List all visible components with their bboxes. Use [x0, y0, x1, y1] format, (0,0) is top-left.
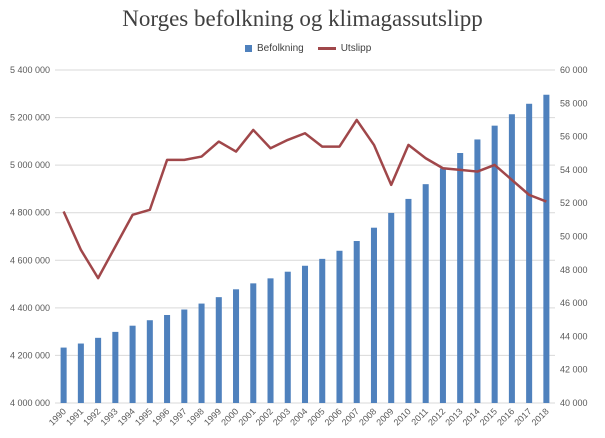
x-tick-label: 2012	[426, 406, 447, 427]
x-tick-label: 1992	[81, 406, 102, 427]
y-left-tick-label: 4 400 000	[10, 303, 50, 313]
legend: Befolkning Utslipp	[245, 43, 385, 54]
bar-befolkning	[526, 103, 533, 404]
chart-title: Norges befolkning og klimagassutslipp	[122, 6, 483, 31]
x-tick-label: 1991	[64, 406, 85, 427]
x-tick-label: 1995	[133, 406, 154, 427]
x-tick-label: 2010	[392, 406, 413, 427]
x-tick-label: 2003	[271, 406, 292, 427]
y-left-tick-label: 5 200 000	[10, 113, 50, 123]
bar-befolkning	[474, 139, 481, 403]
y-right-tick-label: 44 000	[560, 331, 588, 341]
y-left-tick-label: 4 200 000	[10, 350, 50, 360]
bar-befolkning	[146, 320, 153, 403]
bar-befolkning	[508, 114, 515, 404]
bar-befolkning	[388, 212, 395, 403]
x-tick-label: 2002	[254, 406, 275, 427]
legend-item-befolkning: Befolkning	[245, 43, 304, 54]
y-right-tick-label: 46 000	[560, 298, 588, 308]
x-tick-label: 2008	[357, 406, 378, 427]
x-tick-label: 2017	[512, 406, 533, 427]
y-left-tick-label: 5 000 000	[10, 160, 50, 170]
bar-befolkning	[336, 250, 343, 403]
y-right-tick-label: 58 000	[560, 98, 588, 108]
bar-befolkning	[164, 314, 171, 403]
bar-befolkning	[129, 325, 136, 403]
bar-befolkning	[95, 337, 102, 403]
bar-befolkning	[319, 258, 326, 403]
bar-befolkning	[198, 303, 205, 403]
x-tick-label: 1996	[150, 406, 171, 427]
bar-befolkning	[267, 278, 274, 403]
y-right-tick-label: 56 000	[560, 132, 588, 142]
x-tick-label: 2005	[305, 406, 326, 427]
y-right-tick-label: 40 000	[560, 398, 588, 408]
bar-befolkning	[370, 227, 377, 403]
bar-befolkning	[112, 331, 119, 403]
x-tick-label: 2013	[443, 406, 464, 427]
y-left-tick-label: 4 000 000	[10, 398, 50, 408]
x-tick-label: 1994	[116, 406, 137, 427]
bar-befolkning	[543, 94, 550, 403]
x-tick-label: 2007	[340, 406, 361, 427]
x-tick-label: 2009	[374, 406, 395, 427]
x-tick-label: 1999	[202, 406, 223, 427]
x-tick-label: 2000	[219, 406, 240, 427]
y-right-tick-label: 60 000	[560, 65, 588, 75]
legend-label-utslipp: Utslipp	[340, 43, 372, 54]
bar-befolkning	[233, 289, 240, 403]
bar-befolkning	[301, 265, 309, 403]
line-utslipp	[62, 118, 547, 280]
y-right-tick-label: 50 000	[560, 232, 588, 242]
bar-befolkning	[439, 168, 446, 403]
bar-befolkning	[215, 297, 222, 403]
bar-befolkning	[181, 309, 188, 403]
y-right-tick-label: 52 000	[560, 198, 588, 208]
bar-befolkning	[353, 241, 360, 403]
x-tick-label: 2018	[530, 406, 551, 427]
bar-befolkning	[457, 153, 464, 403]
y-left-tick-label: 4 800 000	[10, 208, 50, 218]
x-tick-label: 2004	[288, 406, 309, 427]
x-tick-label: 1993	[99, 406, 120, 427]
x-tick-label: 2016	[495, 406, 516, 427]
x-tick-label: 2006	[323, 406, 344, 427]
legend-label-befolkning: Befolkning	[257, 43, 304, 54]
bar-befolkning	[405, 198, 412, 403]
y-right-tick-label: 54 000	[560, 165, 588, 175]
bar-befolkning	[491, 125, 498, 403]
bar-befolkning	[250, 283, 257, 403]
legend-item-utslipp: Utslipp	[317, 43, 372, 54]
legend-swatch-befolkning	[245, 45, 252, 52]
bar-befolkning	[284, 271, 291, 403]
y-left-tick-label: 5 400 000	[10, 65, 50, 75]
legend-swatch-utslipp	[317, 47, 336, 50]
bar-befolkning	[60, 347, 67, 403]
bar-befolkning	[77, 343, 84, 403]
x-tick-label: 1998	[185, 406, 206, 427]
x-tick-label: 2011	[409, 406, 430, 427]
x-tick-label: 1997	[167, 406, 188, 427]
x-tick-label: 2014	[461, 406, 482, 427]
y-right-tick-label: 42 000	[560, 365, 588, 375]
y-left-tick-label: 4 600 000	[10, 255, 50, 265]
y-right-tick-label: 48 000	[560, 265, 588, 275]
x-tick-label: 1990	[47, 406, 68, 427]
x-tick-label: 2001	[236, 406, 257, 427]
x-tick-label: 2015	[478, 406, 499, 427]
bar-befolkning	[422, 184, 429, 403]
